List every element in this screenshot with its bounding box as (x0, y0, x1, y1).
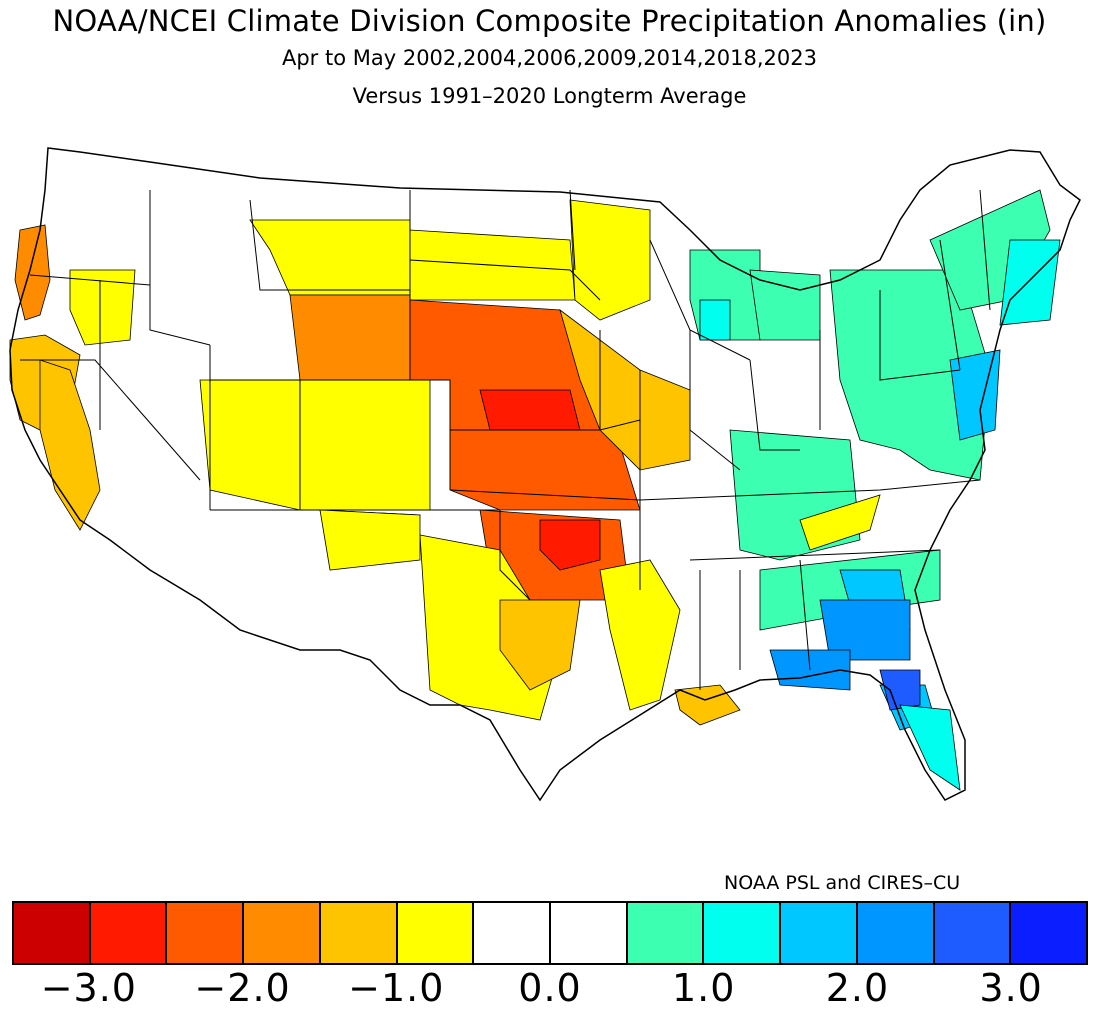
color-swatch (474, 903, 552, 963)
region-wyoming (289, 294, 411, 381)
color-swatch (627, 903, 705, 963)
color-swatch (167, 903, 245, 963)
region-ca-central (39, 359, 101, 531)
anomaly-regions (9, 189, 1061, 791)
scale-tick-label: −2.0 (194, 966, 291, 1010)
color-swatch (244, 903, 321, 963)
map-title: NOAA/NCEI Climate Division Composite Pre… (52, 4, 1047, 38)
region-tennessee-strip (799, 494, 881, 551)
region-georgia-core (819, 599, 911, 661)
color-swatch (397, 903, 475, 963)
color-swatch (857, 903, 935, 963)
scale-tick-label: −1.0 (348, 966, 445, 1010)
region-wisconsin-east (699, 299, 731, 341)
map-subtitle: Apr to May 2002,2004,2006,2009,2014,2018… (281, 46, 817, 70)
region-arkansas-louisiana (599, 559, 681, 711)
region-iowa-missouri (559, 308, 691, 471)
color-swatch (934, 903, 1012, 963)
us-outline (9, 147, 1081, 802)
region-new-mexico-north (319, 509, 421, 571)
region-new-england-coast (999, 239, 1061, 326)
region-oklahoma-core (539, 519, 601, 571)
scale-tick-label: 1.0 (671, 966, 736, 1010)
region-texas-central (499, 599, 581, 691)
region-florida-central (879, 669, 921, 711)
color-swatch (14, 903, 91, 963)
scale-tick-label: 3.0 (979, 966, 1043, 1010)
color-swatch (551, 903, 628, 963)
region-minnesota (569, 199, 651, 321)
map-baseline: Versus 1991–2020 Longterm Average (352, 84, 747, 108)
scale-tick-label: −3.0 (40, 966, 137, 1010)
region-oregon-east (69, 269, 136, 346)
region-utah-colorado (199, 379, 431, 511)
credit-text: NOAA PSL and CIRES–CU (724, 872, 961, 894)
region-montana-east (249, 219, 411, 296)
color-swatch (704, 903, 782, 963)
region-ca-coast-north (14, 224, 51, 321)
color-swatch (1011, 903, 1087, 963)
region-florida-south (899, 704, 961, 791)
state-borders (20, 189, 991, 690)
scale-tick-label: 2.0 (825, 966, 890, 1010)
region-nebraska-core (479, 389, 581, 431)
color-swatch (781, 903, 858, 963)
region-mid-atlantic-coast (949, 349, 1001, 441)
color-swatch (320, 903, 398, 963)
color-scale-bar (12, 901, 1088, 965)
us-climate-division-map (9, 147, 1081, 802)
scale-tick-label: 0.0 (518, 966, 582, 1010)
color-swatch (90, 903, 168, 963)
